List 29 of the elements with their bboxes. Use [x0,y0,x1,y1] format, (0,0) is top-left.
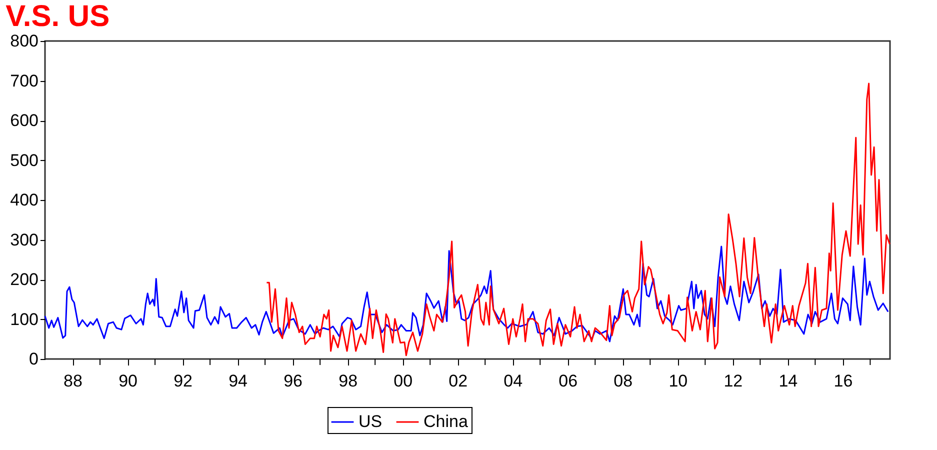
y-tick-label: 0 [29,350,38,368]
y-tick-label: 200 [10,270,38,289]
x-tick-label: 90 [118,372,138,390]
x-tick-label: 12 [724,372,743,390]
legend-label: US [358,412,382,431]
y-tick-label: 300 [10,230,38,250]
x-tick-label: 10 [668,372,688,390]
x-tick-label: 92 [174,372,192,390]
legend-label: China [424,412,468,431]
y-tick-label: 600 [10,111,38,130]
x-tick-label: 02 [448,372,468,390]
y-tick-label: 100 [10,310,38,329]
y-tick-label: 700 [10,71,38,90]
x-tick-label: 00 [394,372,413,390]
line-series [266,82,890,356]
y-tick-label: 800 [10,32,38,50]
x-tick-label: 06 [558,372,578,390]
chart-title: V.S. US [6,0,110,33]
x-tick-label: 08 [614,372,633,390]
y-tick-label: 500 [10,150,38,170]
x-tick-label: 96 [284,372,303,390]
line-series [44,246,889,342]
x-tick-label: 16 [834,372,853,390]
x-tick-label: 94 [228,372,248,390]
x-tick-label: 88 [64,372,82,390]
x-tick-label: 14 [778,372,798,390]
x-tick-label: 98 [338,372,358,390]
y-tick-label: 400 [10,190,38,210]
x-tick-label: 04 [504,372,523,390]
